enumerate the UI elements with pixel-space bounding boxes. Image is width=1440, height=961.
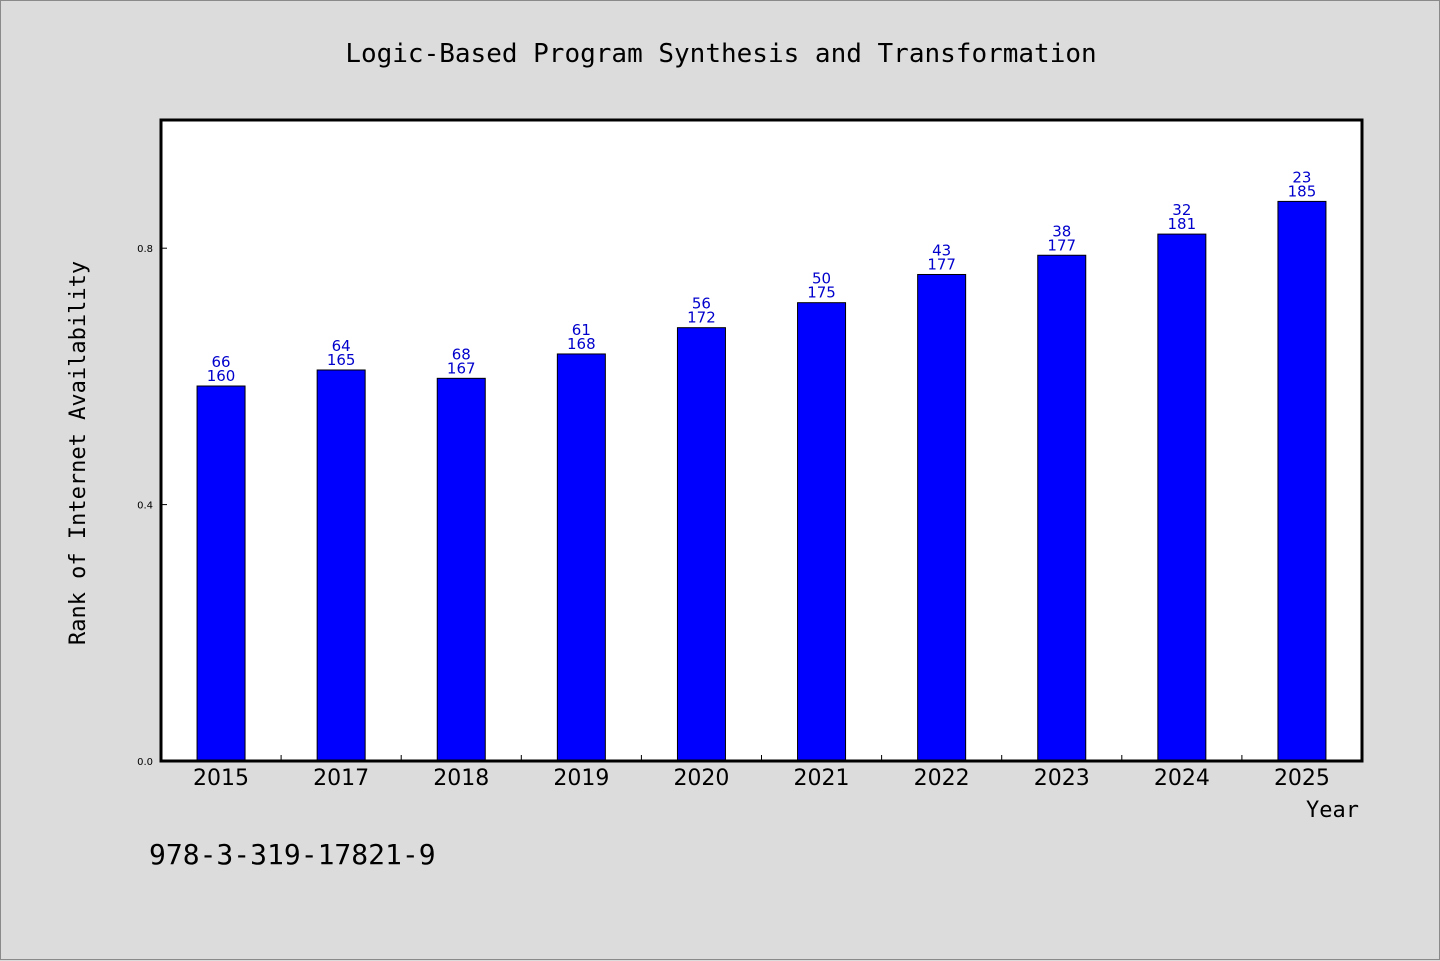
x-tick-label-2021: 2021 [794, 766, 850, 791]
isbn-label: 978-3-319-17821-9 [149, 838, 436, 871]
y-tick-label: 0.4 [137, 501, 153, 512]
bar-2021 [797, 302, 847, 762]
chart-title: Logic-Based Program Synthesis and Transf… [345, 39, 1096, 69]
bar-2017 [316, 369, 366, 762]
bar-label-top-2017: 64 [332, 337, 351, 355]
bar-2024 [1157, 233, 1207, 762]
bar-label-top-2021: 50 [812, 270, 831, 288]
bar-2022 [917, 273, 967, 762]
x-axis-label: Year [1306, 798, 1359, 823]
bar-label-top-2022: 43 [932, 241, 951, 259]
y-tick-label: 0.8 [137, 244, 153, 255]
bar-label-top-2023: 38 [1052, 222, 1071, 240]
bar-label-top-2019: 61 [572, 321, 591, 339]
plot-border [159, 118, 1364, 763]
x-tick-label-2018: 2018 [433, 766, 489, 791]
bar-label-bottom-2017: 165 [327, 351, 356, 369]
bar-label-top-2020: 56 [692, 295, 711, 313]
bar-label-bottom-2025: 185 [1288, 182, 1317, 200]
bar-label-bottom-2022: 177 [927, 255, 956, 273]
x-tick-label-2017: 2017 [313, 766, 369, 791]
bar-label-bottom-2021: 175 [807, 284, 836, 302]
bar-2025 [1277, 200, 1327, 762]
bar-label-bottom-2019: 168 [567, 335, 596, 353]
x-tick-label-2015: 2015 [193, 766, 249, 791]
bar-2018 [436, 377, 486, 762]
bar-2019 [556, 353, 606, 762]
bar-2020 [676, 327, 726, 762]
x-tick-label-2023: 2023 [1034, 766, 1090, 791]
bar-label-top-2024: 32 [1172, 201, 1191, 219]
bar-label-top-2015: 66 [212, 353, 231, 371]
bar-2023 [1037, 254, 1087, 762]
bar-label-bottom-2020: 172 [687, 309, 716, 327]
y-axis-label: Rank of Internet Availability [66, 261, 91, 645]
x-tick-label-2022: 2022 [914, 766, 970, 791]
bar-label-top-2025: 23 [1292, 168, 1311, 186]
bars-group [196, 200, 1327, 762]
bar-label-bottom-2023: 177 [1047, 236, 1076, 254]
bar-label-bottom-2018: 167 [447, 359, 476, 377]
x-ticks-group: 2015 2017 2018 2019 2020 2021 2022 2023 2024 2025 [193, 755, 1330, 791]
bar-label-bottom-2024: 181 [1168, 215, 1197, 233]
bar-label-top-2018: 68 [452, 345, 471, 363]
x-tick-label-2020: 2020 [673, 766, 729, 791]
x-tick-label-2019: 2019 [553, 766, 609, 791]
bar-label-bottom-2015: 160 [207, 367, 236, 385]
bar-2015 [196, 385, 246, 762]
x-tick-label-2024: 2024 [1154, 766, 1210, 791]
y-tick-label: 0.0 [137, 757, 153, 768]
x-tick-label-2025: 2025 [1274, 766, 1330, 791]
